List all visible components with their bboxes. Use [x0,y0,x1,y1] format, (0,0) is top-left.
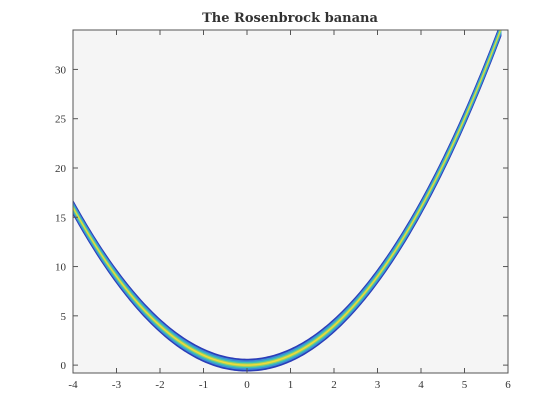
x-tick-label: -3 [112,379,122,391]
y-tick-label: 20 [55,163,67,175]
x-tick-label: 0 [244,379,250,391]
y-tick-label: 5 [61,311,67,323]
axes-frame [72,29,509,374]
x-tick-label: 5 [462,379,468,391]
x-tick-label: 6 [505,379,511,391]
y-tick-label: 15 [55,212,67,224]
y-tick-labels: 0 5 10 15 20 25 30 [55,64,67,372]
x-tick-label: 4 [418,379,424,391]
y-tick-label: 25 [55,114,67,126]
plot-area [73,30,508,373]
x-tick-label: 3 [375,379,381,391]
y-tick-label: 0 [61,360,67,372]
y-tick-label: 30 [55,64,67,76]
x-tick-label: 2 [331,379,337,391]
x-tick-labels: -4 -3 -2 -1 0 1 2 3 4 5 6 [68,379,511,391]
chart-title: The Rosenbrock banana [202,11,378,26]
x-tick-label: -2 [155,379,164,391]
x-tick-label: -1 [199,379,208,391]
y-tick-label: 10 [55,262,67,274]
x-tick-label: -4 [68,379,78,391]
x-tick-label: 1 [288,379,294,391]
